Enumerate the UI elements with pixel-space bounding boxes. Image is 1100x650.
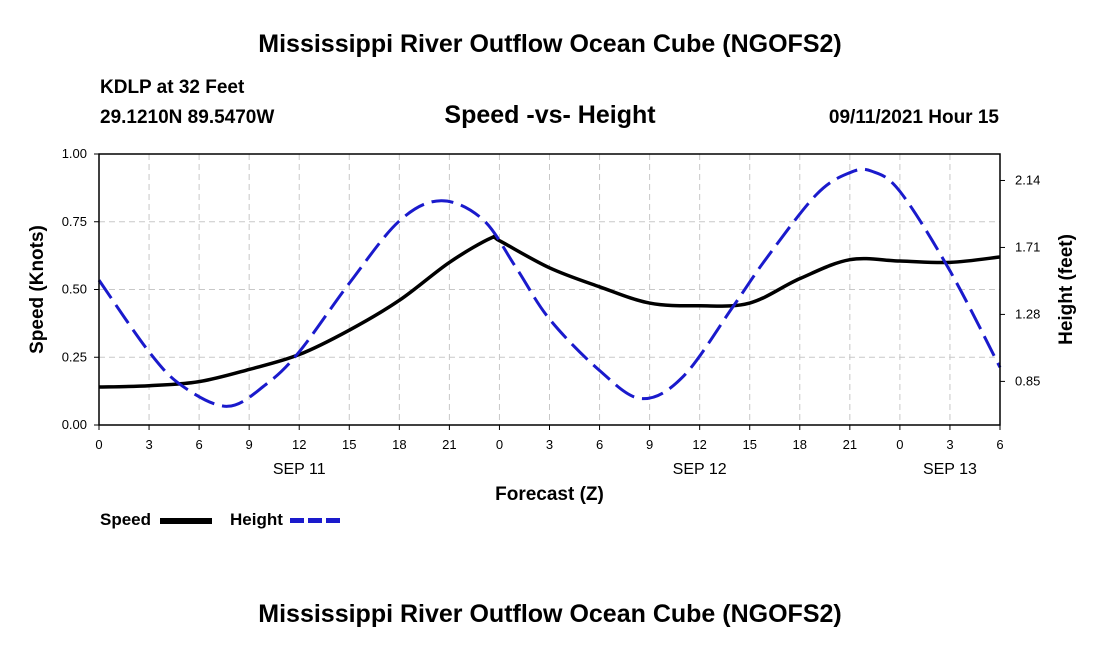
x-tick-label: 15 [742,437,756,452]
ticks-layer: 0 3 6 9 12 15 18 21 0 3 6 9 12 15 18 21 0 3 6 SEP 11 SEP 12 S… [62,146,1041,478]
date-label: SEP 13 [923,461,977,478]
page-title-top: Mississippi River Outflow Ocean Cube (NG… [258,30,842,58]
height-series-line [97,167,1002,408]
date-label: SEP 12 [673,461,727,478]
legend-speed-swatch [160,518,212,524]
y-tick-label: 0.00 [62,417,87,432]
x-tick-label: 3 [546,437,553,452]
page-title-bottom: Mississippi River Outflow Ocean Cube (NG… [258,600,842,628]
date-label: SEP 11 [273,461,326,478]
series-layer [97,167,1002,408]
x-tick-label: 18 [793,437,807,452]
x-tick-label: 9 [646,437,653,452]
legend-speed-label: Speed [100,510,152,529]
x-tick-label: 3 [946,437,953,452]
chart-subtitle: Speed -vs- Height [444,101,656,129]
x-tick-label: 12 [292,437,306,452]
y2-tick-label: 1.28 [1015,306,1040,321]
y-tick-label: 1.00 [62,146,87,161]
x-tick-label: 9 [246,437,253,452]
speed-series-line [98,234,1001,389]
legend-height-swatch [290,518,342,523]
x-tick-label: 12 [692,437,706,452]
x-tick-label: 6 [596,437,603,452]
x-tick-label: 0 [496,437,503,452]
y2-tick-label: 2.14 [1015,172,1040,187]
x-tick-label: 18 [392,437,406,452]
x-tick-label: 21 [442,437,456,452]
y-tick-label: 0.25 [62,349,87,364]
y-tick-label: 0.50 [62,282,87,297]
x-tick-label: 6 [996,437,1003,452]
x-tick-label: 3 [145,437,152,452]
y-axis-label: Speed (Knots) [27,225,48,354]
y2-tick-label: 0.85 [1015,373,1040,388]
y2-tick-label: 1.71 [1015,239,1040,254]
grid-layer [99,154,1000,425]
y2-axis-label: Height (feet) [1056,234,1077,345]
forecast-datetime: 09/11/2021 Hour 15 [828,107,999,128]
x-tick-label: 0 [896,437,903,452]
x-tick-label: 0 [95,437,102,452]
x-tick-label: 6 [195,437,202,452]
x-tick-label: 15 [342,437,356,452]
x-axis-label: Forecast (Z) [495,484,604,505]
legend-height-label: Height [230,510,283,529]
y-tick-label: 0.75 [62,214,87,229]
station-name: KDLP at 32 Feet [100,77,245,98]
station-coords: 29.1210N 89.5470W [100,107,275,128]
x-tick-label: 21 [843,437,857,452]
plot-frame [98,153,1001,426]
